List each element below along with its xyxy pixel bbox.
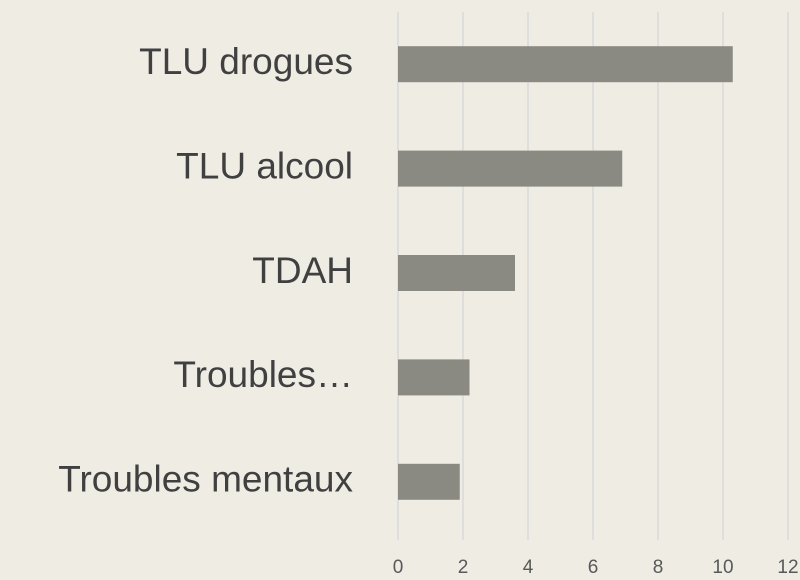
y-tick-label: TDAH (252, 250, 353, 291)
y-tick-label: Troubles mentaux (58, 459, 353, 500)
x-tick-label: 4 (523, 557, 534, 578)
y-tick-label: TLU alcool (176, 145, 353, 186)
bar (398, 46, 733, 83)
x-tick-label: 12 (777, 557, 798, 578)
bar (398, 463, 460, 500)
y-tick-label: TLU drogues (139, 41, 353, 82)
bar (398, 150, 623, 187)
x-tick-label: 2 (458, 557, 469, 578)
bar (398, 359, 470, 396)
x-tick-label: 10 (712, 557, 733, 578)
x-tick-label: 0 (393, 557, 404, 578)
x-tick-label: 6 (588, 557, 599, 578)
x-tick-label: 8 (653, 557, 664, 578)
bar (398, 255, 515, 291)
y-tick-label: Troubles… (173, 354, 353, 395)
